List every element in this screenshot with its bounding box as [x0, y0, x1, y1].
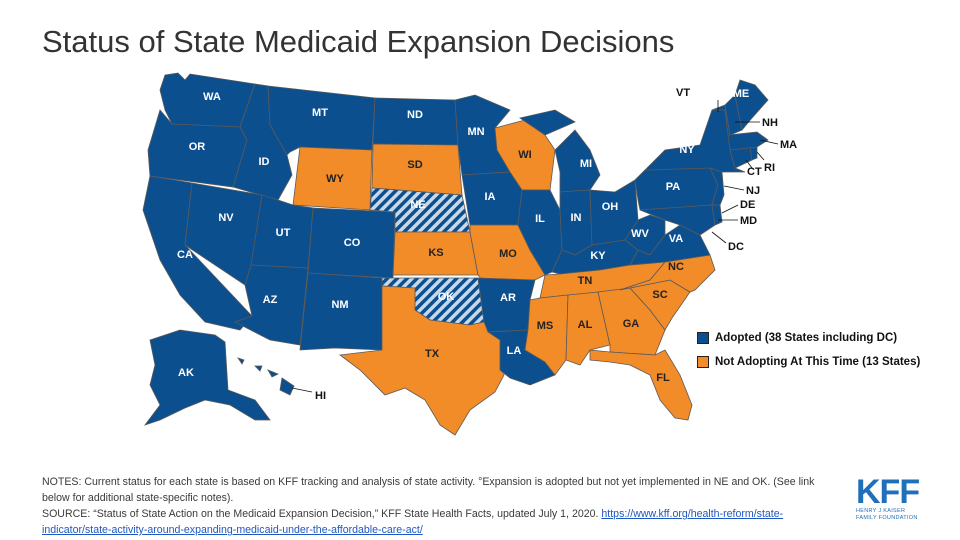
legend-item-not-adopting: Not Adopting At This Time (13 States) [697, 350, 920, 374]
footnotes: NOTES: Current status for each state is … [42, 474, 842, 538]
state-me[interactable] [734, 79, 769, 131]
label-mi: MI [580, 158, 592, 170]
label-pa: PA [666, 181, 681, 193]
label-ct: CT [747, 166, 762, 178]
label-de: DE [740, 199, 755, 211]
label-al: AL [578, 319, 593, 331]
label-ne: NE [410, 199, 425, 211]
page-title: Status of State Medicaid Expansion Decis… [42, 24, 675, 59]
label-ia: IA [485, 191, 496, 203]
label-nv: NV [218, 212, 234, 224]
source-line: SOURCE: “Status of State Action on the M… [42, 506, 842, 538]
label-ms: MS [537, 320, 554, 332]
label-az: AZ [263, 294, 278, 306]
state-tx[interactable] [338, 285, 505, 436]
legend-swatch-adopted [697, 332, 709, 344]
state-nm[interactable] [299, 272, 383, 351]
label-ky: KY [590, 250, 606, 262]
legend: Adopted (38 States including DC) Not Ado… [697, 326, 920, 374]
state-mt[interactable] [267, 85, 376, 156]
label-wa: WA [203, 91, 221, 103]
label-ma: MA [780, 139, 797, 151]
logo-line-1: HENRY J KAISER [856, 508, 906, 514]
label-ga: GA [623, 318, 640, 330]
state-vt[interactable] [711, 104, 731, 136]
kff-logo: KFF HENRY J KAISER FAMILY FOUNDATION [856, 473, 936, 522]
label-nh: NH [762, 117, 778, 129]
source-link[interactable]: https://www.kff.org/health-reform/state-… [42, 508, 784, 536]
legend-label-not-adopting: Not Adopting At This Time (13 States) [715, 356, 921, 368]
label-or: OR [189, 141, 206, 153]
label-tn: TN [578, 275, 593, 287]
state-nc[interactable] [619, 254, 716, 293]
label-oh: OH [602, 201, 619, 213]
label-ar: AR [500, 292, 516, 304]
label-sc: SC [652, 289, 667, 301]
label-mt: MT [312, 107, 328, 119]
state-az[interactable] [233, 264, 309, 346]
label-ok: OK [438, 291, 455, 303]
legend-swatch-not-adopting [697, 356, 709, 368]
leader-lines [291, 100, 779, 393]
label-la: LA [507, 345, 522, 357]
label-nm: NM [331, 299, 348, 311]
state-fl[interactable] [589, 349, 693, 421]
label-va: VA [669, 233, 684, 245]
label-sd: SD [407, 159, 422, 171]
label-md: MD [740, 215, 757, 227]
state-nd[interactable] [372, 97, 459, 146]
label-mn: MN [467, 126, 484, 138]
source-text: SOURCE: “Status of State Action on the M… [42, 508, 602, 520]
label-il: IL [535, 213, 545, 225]
label-nd: ND [407, 109, 423, 121]
label-dc: DC [728, 241, 744, 253]
label-co: CO [344, 237, 361, 249]
label-nj: NJ [746, 185, 760, 197]
label-ri: RI [764, 162, 775, 174]
notes-text: NOTES: Current status for each state is … [42, 476, 815, 504]
state-ak[interactable] [143, 329, 271, 426]
label-wy: WY [326, 173, 344, 185]
state-mi[interactable] [519, 109, 601, 193]
label-ny: NY [679, 144, 695, 156]
legend-label-adopted: Adopted (38 States including DC) [715, 332, 898, 344]
label-id: ID [259, 156, 270, 168]
label-fl: FL [656, 372, 670, 384]
label-ut: UT [276, 227, 291, 239]
label-mo: MO [499, 248, 517, 260]
label-tx: TX [425, 348, 440, 360]
label-ak: AK [178, 367, 194, 379]
label-nc: NC [668, 261, 684, 273]
state-ma[interactable] [727, 131, 769, 151]
label-wi: WI [518, 149, 531, 161]
label-hi: HI [315, 390, 326, 402]
label-ks: KS [428, 247, 443, 259]
state-ar[interactable] [477, 277, 536, 333]
label-ca: CA [177, 249, 193, 261]
legend-item-adopted: Adopted (38 States including DC) [697, 326, 920, 350]
label-me: ME [733, 88, 750, 100]
label-in: IN [571, 212, 582, 224]
state-hi[interactable] [237, 357, 295, 396]
logo-line-2: FAMILY FOUNDATION [856, 515, 918, 521]
label-wv: WV [631, 228, 649, 240]
label-vt: VT [676, 87, 690, 99]
logo-mark: KFF [856, 473, 920, 511]
